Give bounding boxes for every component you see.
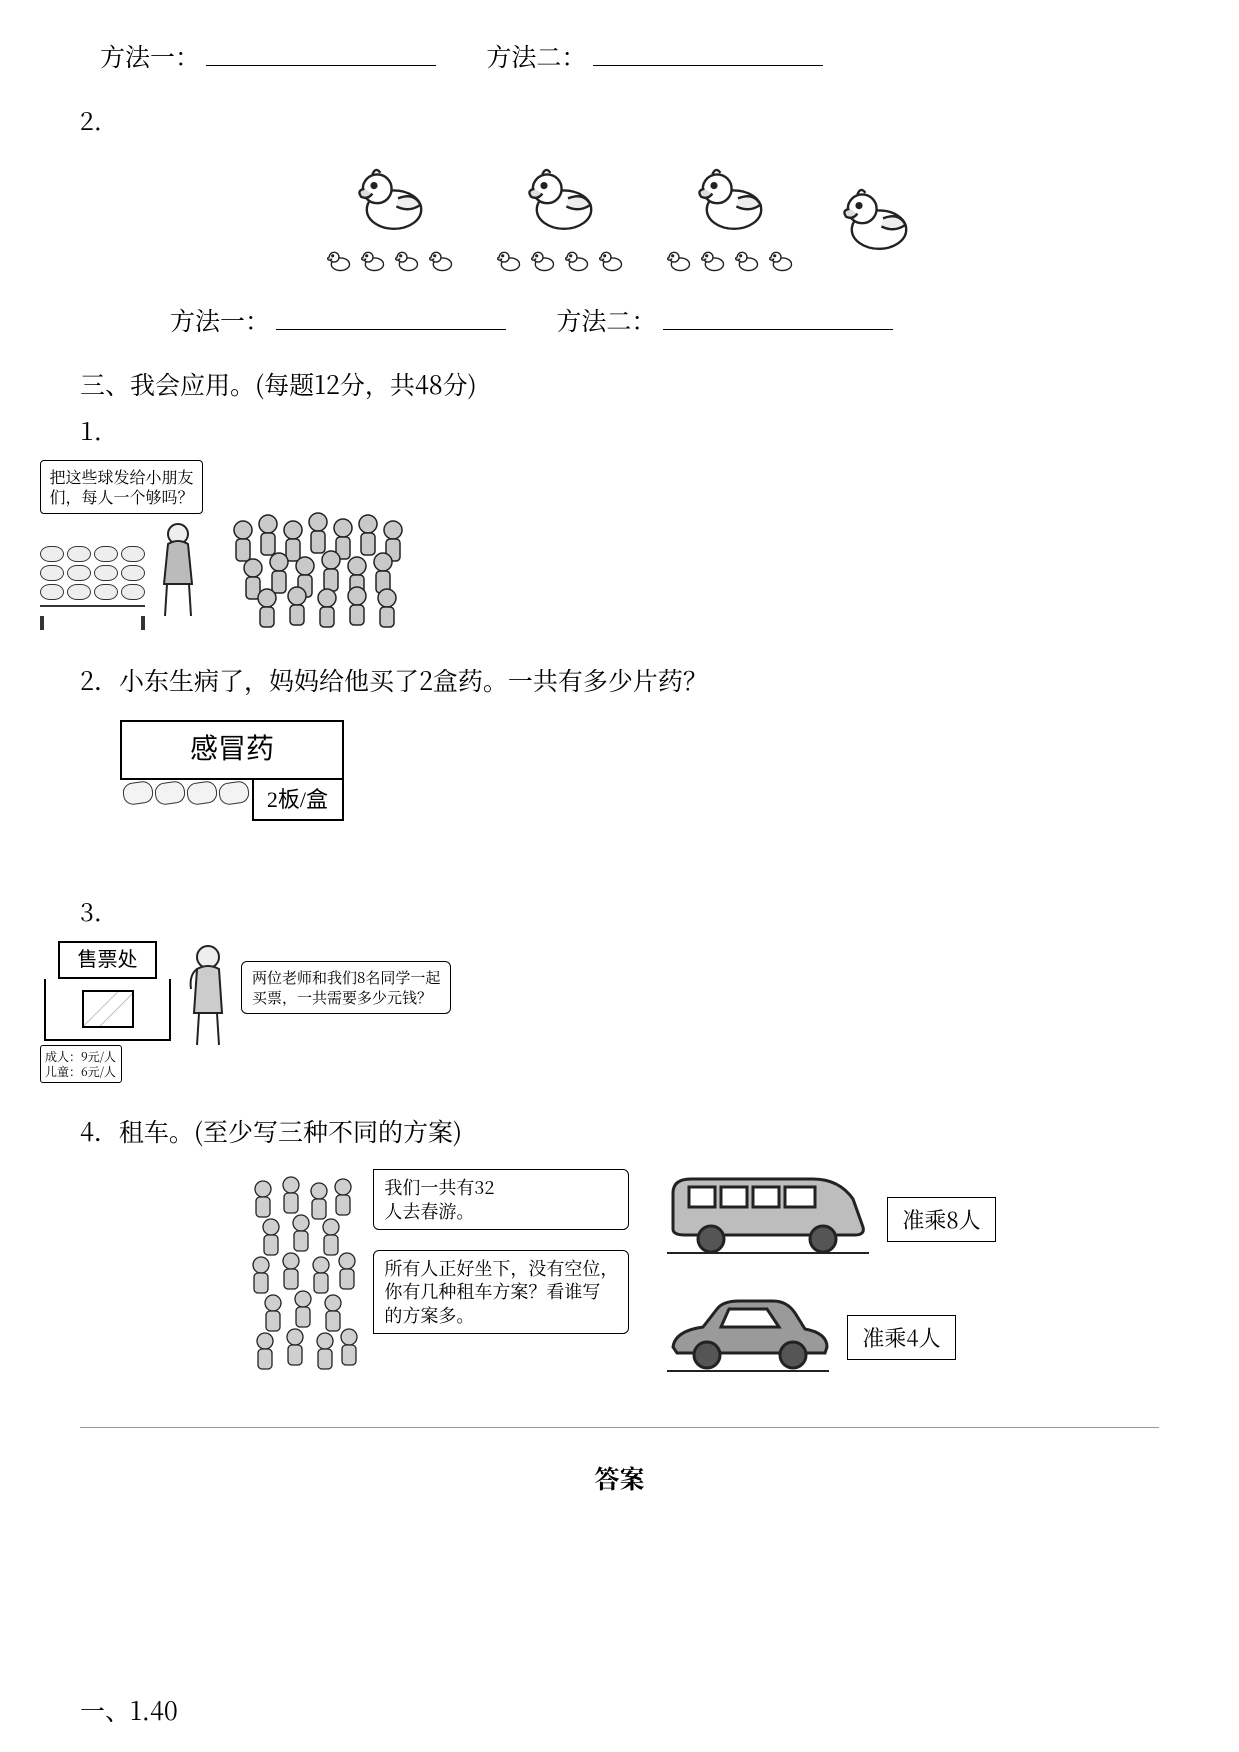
s3q3-number: 3. (80, 891, 1159, 931)
q2-method1-label: 方法一： (170, 302, 270, 338)
girl-icon (185, 941, 231, 1061)
car-icon (663, 1287, 833, 1387)
medicine-box-label: 感冒药 (190, 728, 274, 773)
s3q4-figure: 我们一共有32 人去春游。 所有人正好坐下，没有空位， 你有几种租车方案？看谁写… (80, 1169, 1159, 1387)
divider (80, 1427, 1159, 1428)
s3q2-text: 2．小东生病了，妈妈给他买了2盒药。一共有多少片药？ (80, 660, 1159, 700)
medicine-box-icon: 感冒药 2板/盒 (120, 720, 344, 821)
q2-method1-blank[interactable] (276, 302, 506, 331)
s3q4-speech1: 我们一共有32 人去春游。 (373, 1169, 629, 1230)
crowd-icon (243, 1169, 363, 1379)
price-adult: 成人：9元/人 (45, 1049, 117, 1064)
car-label: 准乘4人 (847, 1315, 955, 1360)
s3q1-speech: 把这些球发给小朋友 们，每人一个够吗？ (40, 460, 202, 514)
duck-small-icon (699, 244, 727, 284)
method2-label: 方法二： (486, 38, 586, 74)
s3q3-figure: 售票处 成人：9元/人 儿童：6元/人 两位老师和我们8名同学一起 买票，一共需… (40, 941, 1159, 1083)
ball-table-icon (40, 546, 145, 630)
duck-small-icon (393, 244, 421, 284)
duck-big-icon (835, 180, 915, 270)
s3q4-text: 4．租车。(至少写三种不同的方案) (80, 1111, 1159, 1151)
q2-method2-blank[interactable] (663, 302, 893, 331)
duck-big-icon (520, 160, 600, 250)
duck-small-icon (733, 244, 761, 284)
s3q3-speech: 两位老师和我们8名同学一起 买票，一共需要多少元钱？ (241, 961, 451, 1014)
duck-small-icon (427, 244, 455, 284)
duck-small-icon (495, 244, 523, 284)
duck-small-icon (597, 244, 625, 284)
duck-small-icon (359, 244, 387, 284)
method1-label: 方法一： (100, 38, 200, 74)
q2-duck-figure (80, 160, 1159, 284)
duck-small-icon (767, 244, 795, 284)
medicine-strip-label: 2板/盒 (252, 780, 344, 821)
s3q1-figure: 把这些球发给小朋友 们，每人一个够吗？ (40, 460, 1159, 630)
price-child: 儿童：6元/人 (45, 1064, 117, 1079)
duck-small-icon (529, 244, 557, 284)
q2-number: 2. (80, 100, 1159, 140)
duck-small-icon (563, 244, 591, 284)
q2-method2-label: 方法二： (556, 302, 656, 338)
booth-sign: 售票处 (58, 941, 157, 979)
duck-big-icon (690, 160, 770, 250)
van-label: 准乘8人 (887, 1197, 995, 1242)
answers-heading: 答案 (80, 1458, 1159, 1498)
method1-blank[interactable] (206, 38, 436, 67)
duck-small-icon (325, 244, 353, 284)
answers-line1: 一、1.40 (80, 1690, 178, 1730)
duck-small-icon (665, 244, 693, 284)
s3q1-number: 1. (80, 410, 1159, 450)
ticket-booth-icon: 售票处 成人：9元/人 儿童：6元/人 (40, 941, 175, 1083)
van-icon (663, 1169, 873, 1269)
section3-heading: 三、我会应用。(每题12分，共48分) (80, 364, 1159, 404)
children-crowd-icon (223, 500, 423, 630)
method2-blank[interactable] (593, 38, 823, 67)
teacher-icon (153, 520, 203, 630)
duck-big-icon (350, 160, 430, 250)
s3q4-speech2: 所有人正好坐下，没有空位， 你有几种租车方案？看谁写 的方案多。 (373, 1250, 629, 1334)
